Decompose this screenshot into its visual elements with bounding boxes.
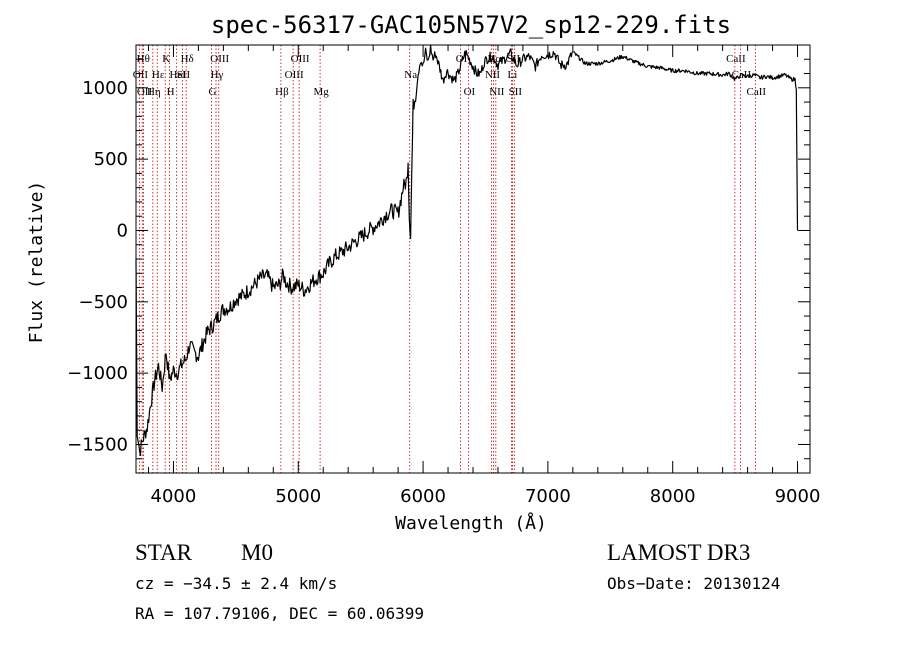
line-label-CaII: CaII [747,86,767,98]
y-tick-label: 1000 [82,78,128,99]
line-label-Hη: Hη [147,86,161,98]
axes-frame [135,44,811,474]
x-tick-label: 6000 [400,486,446,507]
line-label-SII: SII [177,69,191,81]
line-label-OII: OII [137,86,153,98]
line-label-Hδ: Hδ [181,53,194,65]
line-label-OIII: OIII [291,53,310,65]
emission-line-markers: OIIHθOIIHηHεKHHeISIIHδGHγOIIIHβOIIIOIIIM… [133,45,767,473]
line-label-CaII: CaII [726,53,746,65]
line-label-OIII: OIII [210,53,229,65]
line-label-OIII: OIII [285,69,304,81]
line-label-K: K [162,53,170,65]
coordinates: RA = 107.79106, DEC = 60.06399 [135,604,424,623]
line-label-Mg: Mg [313,86,329,98]
y-tick-label: −500 [79,292,128,313]
x-tick-label: 5000 [275,486,321,507]
line-label-OII: OII [133,69,149,81]
x-axis-label: Wavelength (Å) [395,512,547,534]
redshift-value: cz = −34.5 ± 2.4 km/s [135,574,338,593]
y-tick-label: 0 [117,220,128,241]
y-tick-label: 500 [94,149,128,170]
line-label-Hγ: Hγ [211,69,224,81]
survey-name: LAMOST DR3 [607,540,751,565]
line-label-Hβ: Hβ [275,86,289,98]
line-label-H: H [167,86,175,98]
x-axis-ticks: 4000 5000 6000 7000 8000 9000 [147,45,821,507]
spectrum-line [135,44,799,456]
chart-title: spec-56317-GAC105N57V2_sp12-229.fits [211,11,731,39]
y-tick-label: −1500 [67,434,128,455]
line-label-Hε: Hε [152,69,165,81]
line-label-OI: OI [464,86,476,98]
y-tick-label: −1000 [67,363,128,384]
object-class: STAR [135,540,192,565]
x-tick-label: 4000 [151,486,197,507]
x-tick-label: 7000 [525,486,571,507]
line-label-G: G [209,86,217,98]
line-label-NII: NII [485,69,501,81]
y-axis-ticks: −1500 −1000 −500 0 500 1000 [67,44,810,474]
x-tick-label: 8000 [650,486,696,507]
line-label-Li: Li [508,69,518,81]
x-tick-label: 9000 [775,486,821,507]
line-label-Na: Na [404,69,417,81]
observation-date: Obs−Date: 20130124 [607,574,781,593]
object-subclass: M0 [241,540,273,565]
plot-frame [135,44,811,474]
y-axis-label: Flux (relative) [26,181,47,344]
line-label-SII: SII [509,86,523,98]
line-label-NII: NII [489,86,505,98]
